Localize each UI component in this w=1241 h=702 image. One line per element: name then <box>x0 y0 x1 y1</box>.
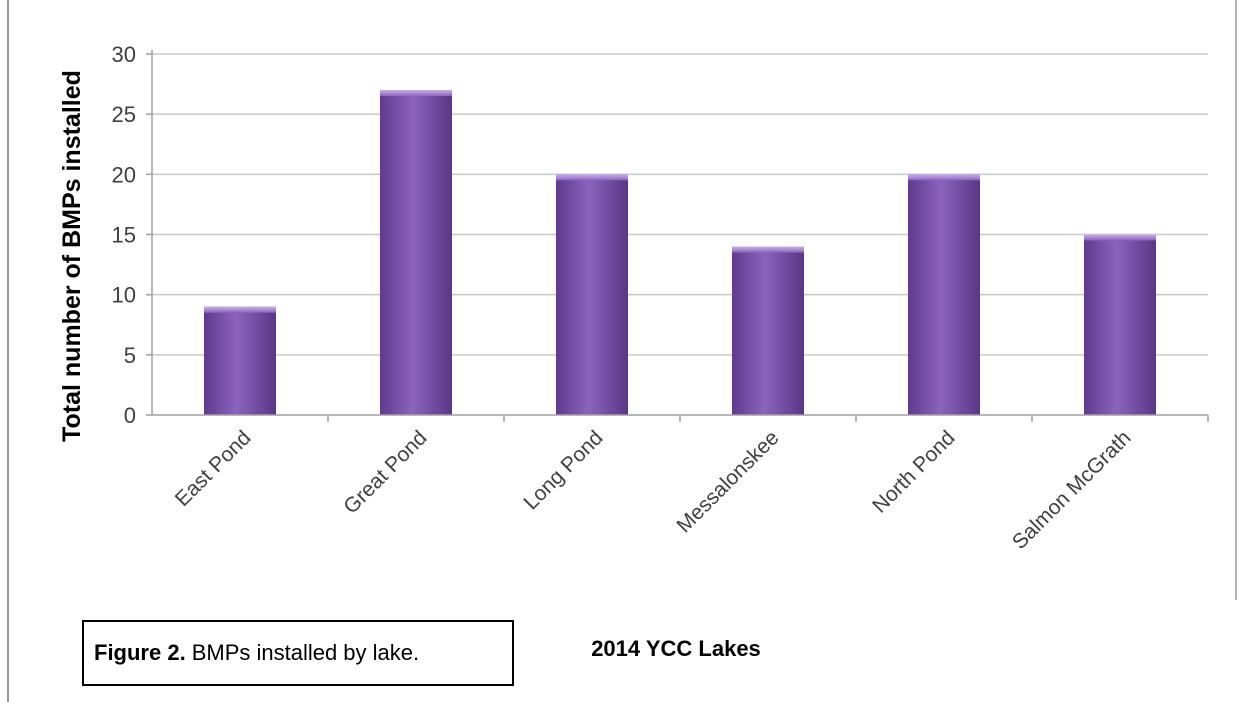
bar <box>204 306 276 415</box>
bar <box>1084 234 1156 415</box>
bar <box>908 174 980 415</box>
bar-salmon-mcgrath <box>1084 234 1156 415</box>
bar <box>380 90 452 415</box>
x-category-label: East Pond <box>171 426 256 511</box>
x-axis-title: 2014 YCC Lakes <box>591 636 761 661</box>
bar-north-pond <box>908 174 980 415</box>
bar-cap <box>204 306 276 313</box>
x-category-label: North Pond <box>868 426 959 517</box>
y-tick-label: 25 <box>112 102 136 127</box>
x-category-label: Great Pond <box>339 426 431 518</box>
caption-text: BMPs installed by lake. <box>191 640 420 665</box>
bar-east-pond <box>204 306 276 415</box>
x-category-label: Long Pond <box>519 426 607 514</box>
y-tick-label: 5 <box>124 343 136 368</box>
x-category-label: Salmon McGrath <box>1008 426 1136 554</box>
bar <box>732 246 804 415</box>
bar-cap <box>556 174 628 181</box>
bar-cap <box>380 90 452 97</box>
caption-label: Figure 2. <box>94 640 186 665</box>
figure-caption: Figure 2. BMPs installed by lake. <box>82 620 514 686</box>
bar-cap <box>908 174 980 181</box>
bar-long-pond <box>556 174 628 415</box>
y-axis-title: Total number of BMPs installed <box>58 70 86 442</box>
bar-messalonskee <box>732 246 804 415</box>
bar-cap <box>732 246 804 253</box>
y-tick-label: 20 <box>112 162 136 187</box>
y-tick-label: 15 <box>112 223 136 248</box>
y-tick-label: 10 <box>112 283 136 308</box>
y-tick-label: 0 <box>124 403 136 428</box>
y-tick-label: 30 <box>112 42 136 67</box>
bar-great-pond <box>380 90 452 415</box>
bar-cap <box>1084 234 1156 241</box>
x-category-label: Messalonskee <box>672 426 783 537</box>
bar <box>556 174 628 415</box>
